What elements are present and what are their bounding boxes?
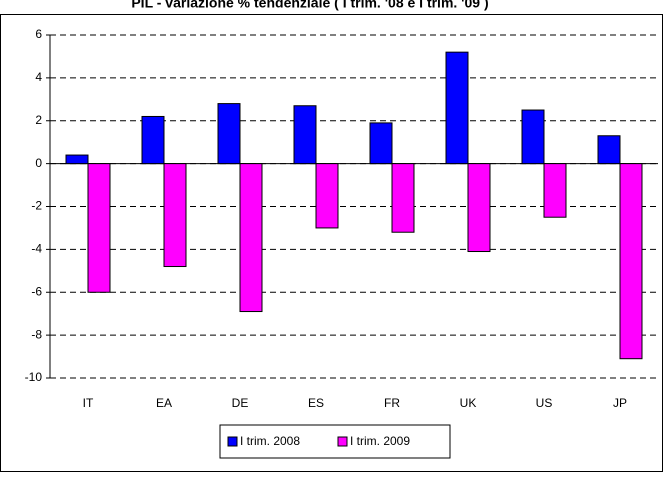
x-tick-label: ES	[308, 396, 324, 410]
x-tick-label: US	[536, 396, 553, 410]
bar	[217, 103, 241, 165]
y-tick-label: -2	[31, 199, 42, 213]
x-tick-label: UK	[460, 396, 477, 410]
legend-label: I trim. 2009	[350, 434, 410, 448]
y-tick-label: 2	[35, 113, 42, 127]
bar	[315, 163, 339, 229]
bar	[65, 154, 89, 165]
x-tick-label: JP	[613, 396, 627, 410]
y-tick-label: 6	[35, 27, 42, 41]
x-tick-label: IT	[83, 396, 94, 410]
bar	[163, 163, 187, 268]
y-tick-label: 4	[35, 70, 42, 84]
bar	[391, 163, 415, 233]
bar	[597, 135, 621, 165]
chart-frame	[0, 14, 663, 472]
bar	[467, 163, 491, 253]
y-tick-label: -4	[31, 242, 42, 256]
bar	[369, 122, 393, 165]
legend-swatch	[227, 436, 238, 447]
bar	[239, 163, 263, 313]
bar	[445, 51, 469, 165]
x-tick-label: DE	[232, 396, 249, 410]
legend-box	[219, 424, 451, 459]
bar	[141, 115, 165, 165]
y-tick-label: -6	[31, 284, 42, 298]
chart-title: PIL - variazione % tendenziale ( I trim.…	[131, 0, 488, 11]
x-tick-label: FR	[384, 396, 400, 410]
legend-swatch	[337, 436, 348, 447]
bar	[87, 163, 111, 293]
bar	[619, 163, 643, 360]
bar	[521, 109, 545, 165]
y-tick-label: -10	[25, 370, 43, 384]
y-tick-label: 0	[35, 156, 42, 170]
bar	[293, 105, 317, 165]
bar	[543, 163, 567, 218]
x-tick-label: EA	[156, 396, 172, 410]
legend-label: I trim. 2008	[240, 434, 300, 448]
y-tick-label: -8	[31, 327, 42, 341]
